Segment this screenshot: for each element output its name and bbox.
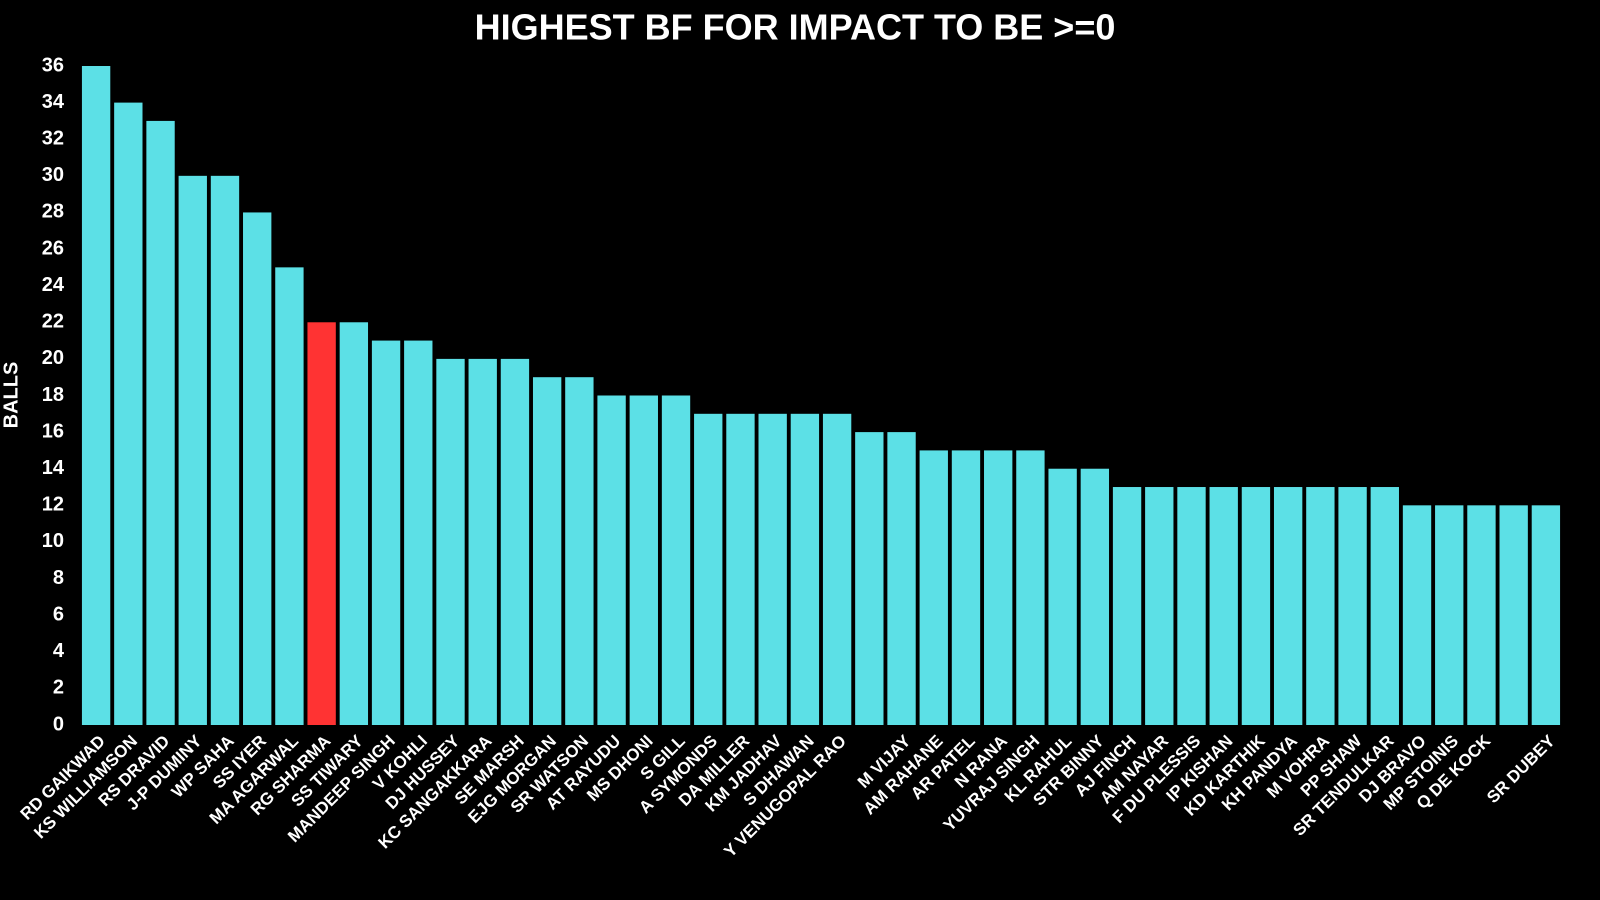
y-tick-label: 6: [53, 603, 64, 625]
bar: [1402, 505, 1432, 725]
bar: [984, 450, 1013, 725]
bar: [565, 377, 594, 725]
bar: [1306, 487, 1335, 725]
bar: [726, 413, 755, 725]
bar: [629, 395, 658, 725]
bar: [114, 102, 143, 726]
bar: [887, 432, 916, 725]
bar: [500, 358, 530, 725]
bar: [146, 120, 175, 725]
y-tick-label: 22: [42, 311, 64, 333]
bar: [532, 377, 562, 725]
bar: [178, 175, 207, 726]
bar: [855, 432, 884, 725]
bar: [339, 322, 369, 725]
x-tick-label: SR DUBEY: [1483, 731, 1559, 807]
bar: [1273, 487, 1303, 725]
y-tick-label: 10: [42, 530, 64, 552]
y-tick-label: 20: [42, 347, 64, 369]
bar: [1080, 468, 1110, 725]
bar: [1016, 450, 1045, 725]
bar: [243, 212, 272, 725]
y-tick-label: 8: [53, 567, 64, 589]
bar: [1338, 487, 1367, 725]
bar: [404, 340, 433, 725]
bar: [371, 340, 401, 725]
y-tick-label: 0: [53, 713, 64, 735]
bar: [275, 267, 304, 725]
y-axis-label: BALLS: [0, 362, 22, 429]
y-tick-label: 30: [42, 164, 64, 186]
bar: [661, 395, 691, 725]
bar: [307, 322, 336, 725]
bar: [694, 413, 723, 725]
y-tick-label: 32: [42, 128, 64, 150]
bar: [1112, 487, 1142, 725]
bar: [951, 450, 981, 725]
bar: [1048, 468, 1077, 725]
bar: [1435, 505, 1464, 725]
bar: [758, 413, 787, 725]
bar: [822, 413, 852, 725]
bar: [1145, 487, 1174, 725]
y-tick-label: 4: [53, 640, 65, 662]
bar: [790, 413, 820, 725]
bar: [919, 450, 948, 725]
bar: [468, 358, 497, 725]
y-tick-label: 36: [42, 54, 64, 76]
bar: [436, 358, 465, 725]
chart-title: HIGHEST BF FOR IMPACT TO BE >=0: [475, 7, 1116, 48]
y-tick-label: 28: [42, 201, 64, 223]
y-tick-label: 18: [42, 384, 64, 406]
bar: [597, 395, 626, 725]
bar: [1177, 487, 1206, 725]
y-tick-label: 14: [42, 457, 65, 479]
y-tick-label: 16: [42, 420, 64, 442]
y-tick-label: 34: [42, 91, 65, 113]
bar: [1467, 505, 1496, 725]
y-tick-label: 26: [42, 237, 64, 259]
y-tick-label: 2: [53, 677, 64, 699]
bar: [210, 175, 240, 726]
y-tick-label: 12: [42, 494, 64, 516]
bar: [1499, 505, 1528, 725]
bar: [1241, 487, 1271, 725]
bar: [1370, 487, 1399, 725]
bar: [1531, 505, 1561, 725]
bar: [1209, 487, 1238, 725]
y-tick-label: 24: [42, 274, 65, 296]
bar: [81, 66, 111, 725]
